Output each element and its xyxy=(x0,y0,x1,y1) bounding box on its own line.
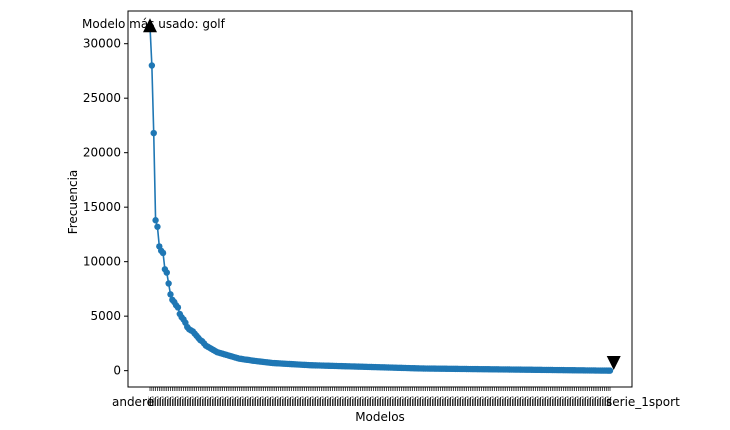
y-tick-label: 5000 xyxy=(90,309,121,323)
max-marker xyxy=(143,18,157,33)
y-tick-label: 25000 xyxy=(83,91,121,105)
y-tick-label: 10000 xyxy=(83,255,121,269)
x-tick-labels-overlap xyxy=(148,396,612,407)
data-point xyxy=(167,291,174,298)
y-tick-label: 20000 xyxy=(83,146,121,160)
y-axis: 0 5000 10000 15000 20000 25000 30000 xyxy=(83,37,128,378)
data-point xyxy=(148,62,156,69)
x-axis-label: Modelos xyxy=(355,410,405,424)
data-point xyxy=(150,129,157,137)
x-axis: andere serie_1sport xyxy=(112,387,680,409)
plot-area xyxy=(127,10,633,388)
data-point xyxy=(154,223,161,230)
data-point xyxy=(163,269,170,276)
y-tick-label: 15000 xyxy=(83,200,121,214)
x-tick-label-first: andere xyxy=(112,395,154,409)
data-point xyxy=(174,304,182,311)
series-line xyxy=(149,26,611,372)
min-marker xyxy=(606,356,621,371)
y-tick-label: 0 xyxy=(113,364,121,378)
data-point xyxy=(165,280,172,287)
plot-frame xyxy=(127,10,633,388)
data-point xyxy=(152,217,159,224)
max-model-annotation: Modelo más usado: golf xyxy=(82,17,226,31)
series-layer xyxy=(146,23,614,374)
extreme-markers xyxy=(143,18,621,371)
y-axis-label: Frecuencia xyxy=(66,170,80,235)
y-tick-label: 30000 xyxy=(83,37,121,51)
data-point xyxy=(606,367,614,374)
x-tick-label-last: serie_1sport xyxy=(606,395,680,409)
data-point xyxy=(159,249,167,257)
